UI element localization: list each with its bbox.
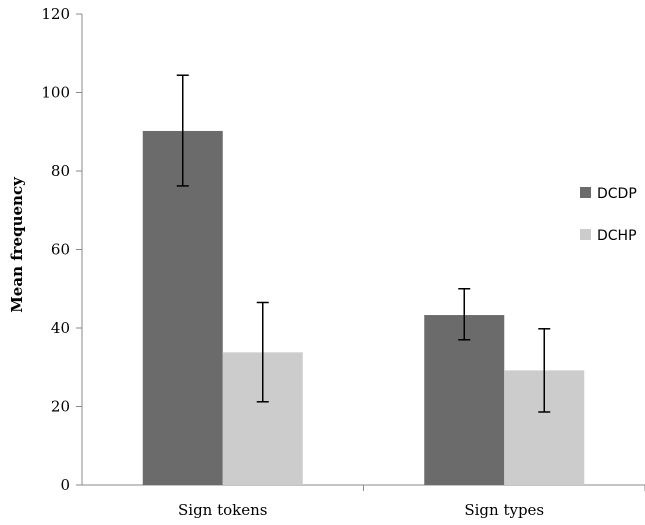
category-labels: Sign tokens Sign types [178,501,544,519]
error-bars [176,74,551,413]
y-tick-label: 20 [51,398,70,416]
y-tick-label: 0 [60,476,70,494]
y-tick-label: 100 [41,84,70,102]
y-tick-label: 60 [51,241,70,259]
x-category-label: Sign types [464,501,544,519]
y-axis-title: Mean frequency [8,176,26,313]
y-tick-label: 80 [51,162,70,180]
bars [142,130,585,485]
bar-dcdp-1 [424,315,505,485]
y-tick-label: 120 [41,5,70,23]
x-category-label: Sign tokens [178,501,268,519]
legend: DCDP DCHP [580,186,637,244]
legend-swatch-dchp [580,229,591,240]
legend-label-dchp: DCHP [597,228,637,244]
legend-label-dcdp: DCDP [597,186,637,202]
y-tick-label: 40 [51,319,70,337]
bar-dcdp-0 [142,130,223,485]
legend-swatch-dcdp [580,187,591,198]
